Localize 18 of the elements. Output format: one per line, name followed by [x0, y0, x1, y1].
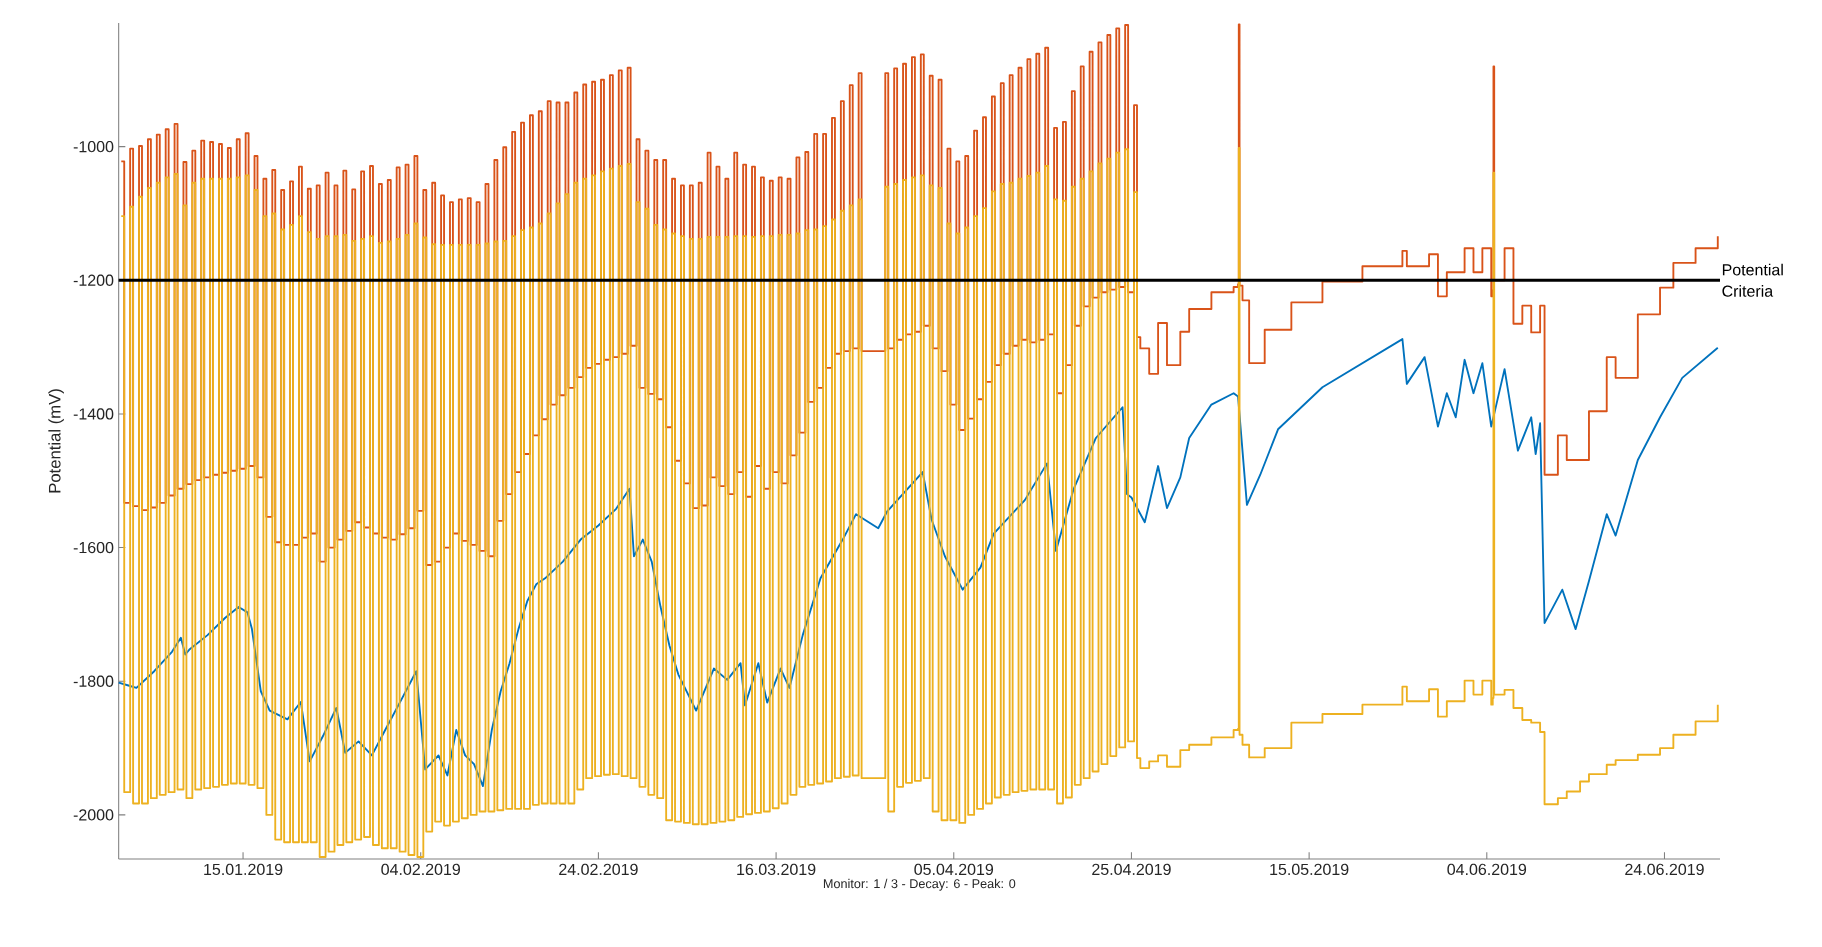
- x-tick-label: 15.01.2019: [204, 863, 283, 876]
- x-tick-label: 05.04.2019: [914, 863, 994, 876]
- y-tick-label: -1600: [73, 541, 114, 554]
- x-axis-title: Monitor: 1 / 3 - Decay: 6 - Peak: 0: [823, 878, 1016, 891]
- x-tick-label: 24.06.2019: [1625, 863, 1704, 876]
- y-tick-label: -1800: [73, 675, 114, 687]
- x-tick-label: 04.02.2019: [381, 863, 460, 876]
- y-axis-title: Potential (mV): [48, 389, 64, 493]
- x-tick-label: 24.02.2019: [559, 863, 638, 876]
- y-tick-label: -1200: [73, 274, 114, 286]
- x-tick-label: 04.06.2019: [1447, 863, 1527, 876]
- x-tick-label: 25.04.2019: [1092, 863, 1171, 876]
- x-tick-label: 16.03.2019: [737, 863, 816, 876]
- y-tick-label: -1000: [73, 140, 114, 153]
- y-tick-label: -1400: [73, 408, 114, 420]
- y-tick-label: -2000: [73, 809, 114, 821]
- x-tick-label: 15.05.2019: [1270, 863, 1349, 876]
- ref-line-label: Potential Criteria: [1722, 263, 1783, 297]
